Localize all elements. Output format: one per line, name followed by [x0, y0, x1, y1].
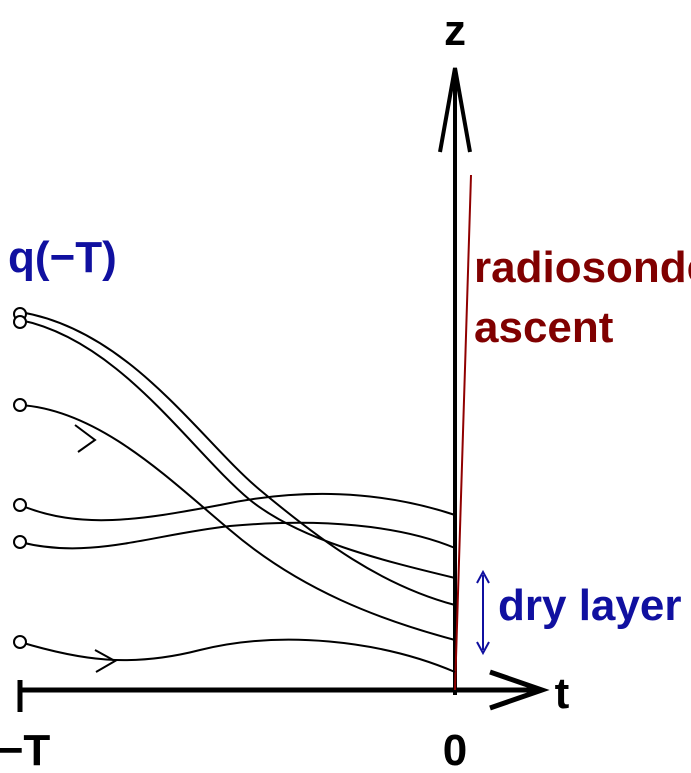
dry-layer-arrow	[476, 641, 490, 656]
radiosonde-line	[454, 174, 472, 691]
initial-label: q(−T)	[8, 233, 117, 282]
trajectory	[19, 404, 456, 641]
origin-label: 0	[443, 726, 467, 773]
trajectory	[19, 521, 456, 550]
radiosonde-label: radiosonde	[474, 243, 691, 292]
t-label: t	[555, 669, 570, 718]
trajectory	[19, 311, 456, 606]
start-point	[13, 498, 27, 512]
start-point	[13, 315, 27, 329]
t-axis-arrow	[489, 669, 550, 711]
z-axis-arrow	[438, 67, 472, 153]
start-label: −T	[0, 726, 50, 773]
start-point	[13, 635, 27, 649]
trajectory	[19, 492, 456, 522]
trajectory	[19, 319, 456, 579]
start-point	[13, 535, 27, 549]
start-points	[13, 307, 27, 649]
direction-arrow	[94, 649, 118, 673]
radiosonde-label: ascent	[474, 303, 614, 352]
trajectory	[19, 638, 456, 673]
trajectories	[19, 311, 456, 673]
direction-arrow	[74, 424, 97, 453]
dry-layer-label: dry layer	[498, 581, 681, 630]
dry-layer-arrow	[476, 569, 490, 584]
start-point	[13, 398, 27, 412]
z-label: z	[444, 6, 466, 55]
